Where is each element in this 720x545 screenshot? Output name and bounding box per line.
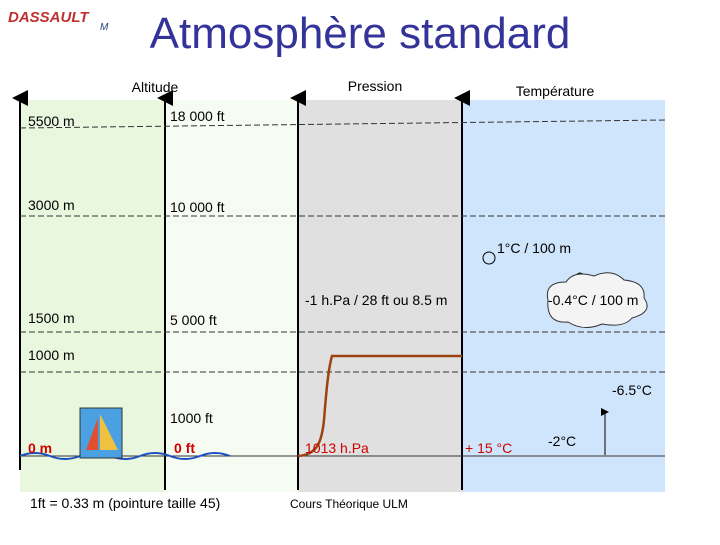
parcel [482, 251, 496, 265]
temp-ground: + 15 °C [465, 440, 512, 456]
altitude-label: 5500 m [28, 113, 75, 129]
footer-note: 1ft = 0.33 m (pointure taille 45) [30, 495, 220, 511]
level-lines [19, 119, 666, 460]
altitude-ft: 10 000 ft [170, 199, 225, 215]
temp-wet-gradient: -0.4°C / 100 m [548, 292, 638, 308]
axes [12, 90, 470, 490]
altitude-ft-zone [165, 100, 298, 492]
altitude-label: 3000 m [28, 197, 75, 213]
cloud [546, 272, 648, 328]
altitude-ft: 18 000 ft [170, 108, 225, 124]
pressure-zone [298, 100, 462, 492]
altitude-ft: 0 ft [174, 440, 195, 456]
altitude-label: 0 m [28, 440, 52, 456]
altitude-label: 1000 m [28, 347, 75, 363]
temp-gradient: 1°C / 100 m [497, 240, 571, 256]
column-header: Température [516, 83, 595, 99]
logo: DASSAULT [8, 9, 90, 26]
sailboat [79, 407, 123, 459]
temp-drop: -2°C [548, 433, 576, 449]
pressure-gradient: -1 h.Pa / 28 ft ou 8.5 m [305, 292, 447, 308]
pressure-sea-level: 1013 h.Pa [305, 440, 369, 456]
logo-sub: M [100, 22, 109, 33]
profile-curve [297, 354, 462, 458]
altitude-ft: 1000 ft [170, 410, 213, 426]
temp-label: -6.5°C [612, 382, 652, 398]
title: Atmosphère standard [150, 9, 571, 58]
altitude-label: 1500 m [28, 310, 75, 326]
footer-course: Cours Théorique ULM [290, 497, 408, 511]
column-header: Altitude [132, 79, 179, 95]
altitude-ft: 5 000 ft [170, 312, 217, 328]
column-header: Pression [348, 78, 402, 94]
